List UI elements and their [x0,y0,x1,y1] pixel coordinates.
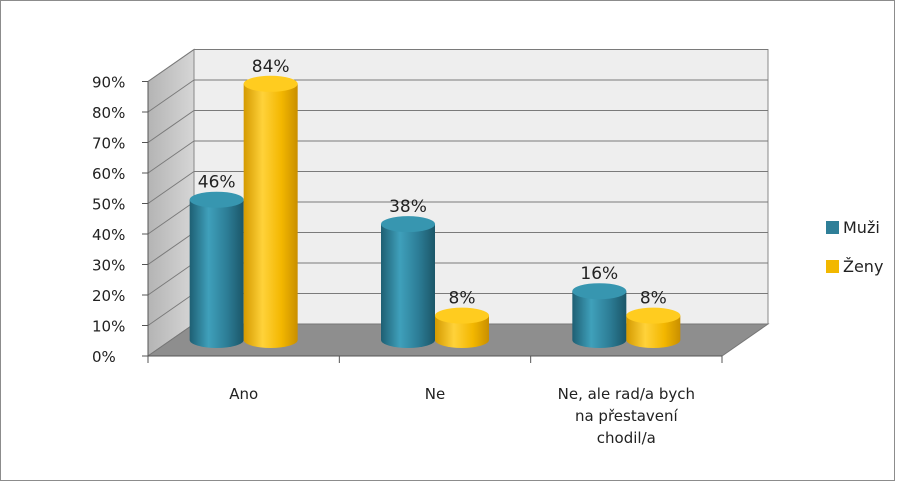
gridline-side [147,171,195,204]
y-tick-label: 70% [92,135,125,153]
y-tick-label: 10% [92,318,125,336]
gridline-side [147,201,195,235]
bar-zeny [626,307,681,348]
legend-label: Ženy [843,257,883,276]
data-label: 8% [640,289,667,309]
legend-swatch [826,260,839,273]
bar-zeny [435,307,489,348]
y-tick-label: 20% [92,287,125,305]
legend: Muži Ženy [826,218,883,276]
legend-label: Muži [843,218,880,237]
y-tick-label: 90% [92,74,125,92]
category-label: Ne [425,385,445,403]
y-tick-label: 50% [92,196,125,214]
y-tick-label: 60% [92,165,125,183]
bar-muzi [189,191,244,348]
data-label: 46% [198,173,236,193]
bar-muzi [572,283,627,348]
gridline-side [147,110,195,143]
gridline-side [147,262,195,296]
y-tick-label: 40% [92,226,125,244]
gridline-side [147,232,195,265]
y-tick-label: 0% [92,348,116,366]
category-label: Ne, ale rad/a bych na přestavení chodil/a [558,385,695,447]
bars [189,75,681,348]
gridline-side [147,140,195,174]
gridline-side [147,49,195,82]
data-label: 16% [580,264,618,284]
data-label: 8% [449,289,476,309]
data-label: 84% [252,57,290,77]
gridline-side [147,293,195,326]
bar-muzi [381,216,435,348]
axes: 0% 10% 20% 30% 40% 50% 60% 70% 80% 90% [92,74,723,366]
labels: Ano Ne Ne, ale rad/a bych na přestavení chod… [198,57,695,447]
category-label: Ano [229,385,258,403]
data-label: 38% [389,197,427,217]
y-tick-label: 30% [92,257,125,275]
gridline-side [147,79,195,113]
y-tick-label: 80% [92,104,125,122]
bar-zeny [243,75,298,348]
legend-swatch [826,221,839,234]
